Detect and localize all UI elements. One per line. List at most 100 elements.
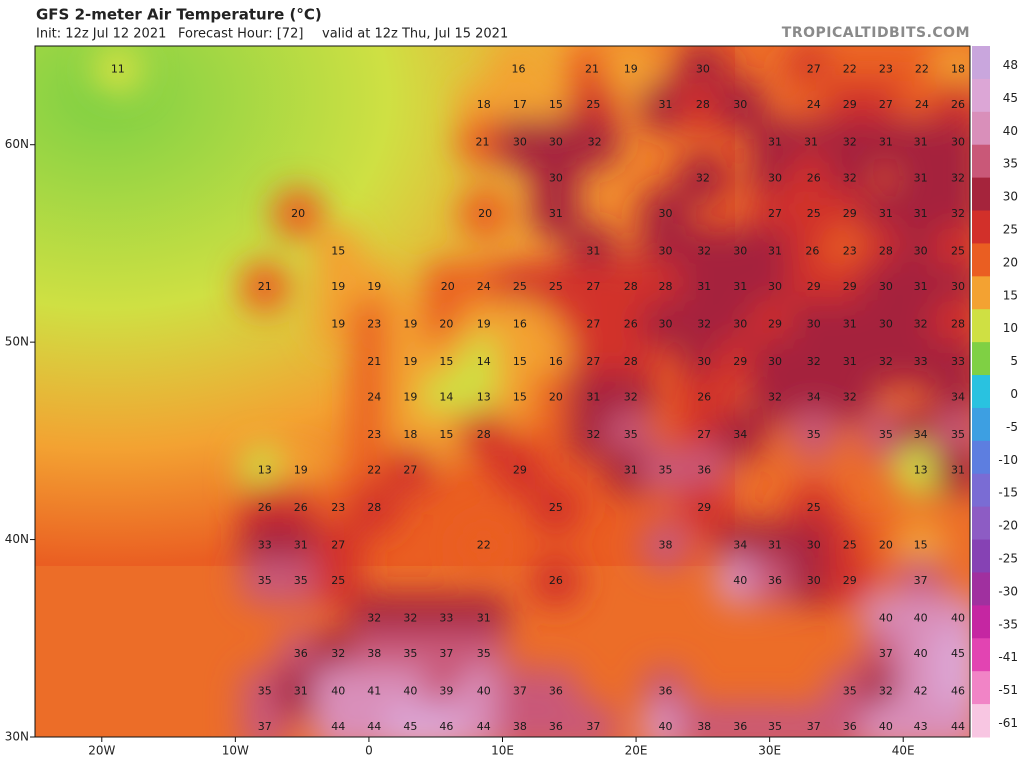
temperature-label: 36 — [294, 647, 308, 660]
temperature-label: 21 — [585, 63, 599, 76]
temperature-cell — [529, 335, 582, 388]
temperature-label: 31 — [586, 390, 600, 403]
temperature-cell — [238, 444, 291, 497]
temperature-cell — [274, 519, 327, 572]
map-field — [35, 46, 970, 737]
temperature-label: 35 — [624, 428, 638, 441]
temperature-label: 40 — [914, 647, 928, 660]
temperature-label: 32 — [807, 355, 821, 368]
temperature-label: 35 — [768, 720, 782, 733]
temperature-cell — [676, 79, 729, 132]
temperature-cell — [529, 152, 582, 205]
temperature-cell — [823, 298, 876, 351]
temperature-cell — [787, 371, 840, 424]
temperature-cell — [748, 260, 801, 313]
temperature-label: 23 — [331, 501, 345, 514]
temperature-label: 16 — [549, 355, 563, 368]
temperature-label: 30 — [697, 355, 711, 368]
colorbar-label: -15 — [998, 486, 1018, 500]
temperature-label: 39 — [439, 685, 453, 698]
temperature-cell — [312, 298, 365, 351]
y-tick-label: 60N — [5, 137, 29, 151]
colorbar-label: -30 — [998, 584, 1018, 598]
temperature-label: 29 — [733, 355, 747, 368]
colorbar-label: -10 — [998, 453, 1018, 467]
colorbar-swatch — [972, 78, 990, 113]
temperature-label: 22 — [477, 538, 491, 551]
temperature-label: 30 — [807, 574, 821, 587]
temperature-label: 31 — [658, 98, 672, 111]
temperature-cell — [420, 298, 473, 351]
temperature-cell — [384, 298, 437, 351]
temperature-label: 15 — [513, 355, 527, 368]
temperature-label: 28 — [367, 501, 381, 514]
heat-field — [91, 46, 970, 737]
temperature-cell — [678, 481, 731, 534]
temperature-cell — [748, 519, 801, 572]
temperature-cell — [348, 481, 401, 534]
temperature-cell — [348, 260, 401, 313]
temperature-cell — [312, 665, 365, 718]
temperature-label: 37 — [439, 647, 453, 660]
x-tick-label: 40E — [892, 744, 915, 757]
temperature-cell — [420, 408, 473, 461]
temperature-cell — [567, 225, 620, 278]
temperature-label: 19 — [331, 317, 345, 330]
temperature-cell — [823, 371, 876, 424]
temperature-cell — [384, 371, 437, 424]
temperature-cell — [567, 298, 620, 351]
temperature-cell — [529, 481, 582, 534]
temperature-label: 32 — [588, 136, 602, 149]
temperature-label: 30 — [768, 355, 782, 368]
temperature-cell — [274, 628, 327, 681]
temperature-label: 22 — [843, 63, 857, 76]
temperature-label: 40 — [951, 612, 965, 625]
temperature-label: 19 — [403, 355, 417, 368]
temperature-cell — [529, 555, 582, 608]
temperature-cell — [678, 408, 731, 461]
temperature-label: 33 — [439, 612, 453, 625]
x-tick-label: 30E — [758, 744, 781, 757]
temperature-cell — [823, 335, 876, 388]
temperature-label: 43 — [914, 720, 928, 733]
temperature-label: 31 — [294, 538, 308, 551]
temperature-label: 36 — [733, 720, 747, 733]
temperature-cell — [823, 665, 876, 718]
temperature-cell — [894, 152, 947, 205]
temperature-cell — [678, 335, 731, 388]
temperature-label: 16 — [513, 317, 527, 330]
temperature-label: 19 — [403, 317, 417, 330]
colorbar-swatch — [972, 375, 990, 409]
temperature-label: 36 — [697, 463, 711, 476]
forecast-hour: Forecast Hour: [72] — [178, 27, 303, 42]
temperature-label: 40 — [879, 612, 893, 625]
temperature-cell — [748, 187, 801, 240]
temperature-label: 37 — [807, 720, 821, 733]
temperature-cell — [529, 79, 582, 132]
temperature-label: 26 — [807, 171, 821, 184]
temperature-cell — [238, 555, 291, 608]
temperature-cell — [894, 444, 947, 497]
temperature-cell — [384, 408, 437, 461]
temperature-label: 31 — [768, 538, 782, 551]
temperature-cell — [748, 335, 801, 388]
temperature-cell — [91, 46, 144, 96]
temperature-cell — [348, 371, 401, 424]
temperature-label: 28 — [951, 317, 965, 330]
temperature-label: 40 — [658, 720, 672, 733]
temperature-label: 29 — [843, 280, 857, 293]
temperature-cell — [493, 298, 546, 351]
temperature-cell — [274, 555, 327, 608]
temperature-label: 23 — [367, 317, 381, 330]
temperature-label: 46 — [439, 720, 453, 733]
site-name: TROPICALTIDBITS.COM — [782, 25, 970, 41]
temperature-cell — [639, 519, 692, 572]
temperature-label: 27 — [807, 63, 821, 76]
temperature-cell — [823, 116, 876, 169]
temperature-label: 16 — [512, 63, 526, 76]
temperature-cell — [748, 555, 801, 608]
temperature-cell — [493, 444, 546, 497]
temperature-label: 31 — [843, 355, 857, 368]
colorbar-swatch — [972, 177, 990, 212]
valid-time: valid at 12z Thu, Jul 15 2021 — [322, 27, 508, 42]
